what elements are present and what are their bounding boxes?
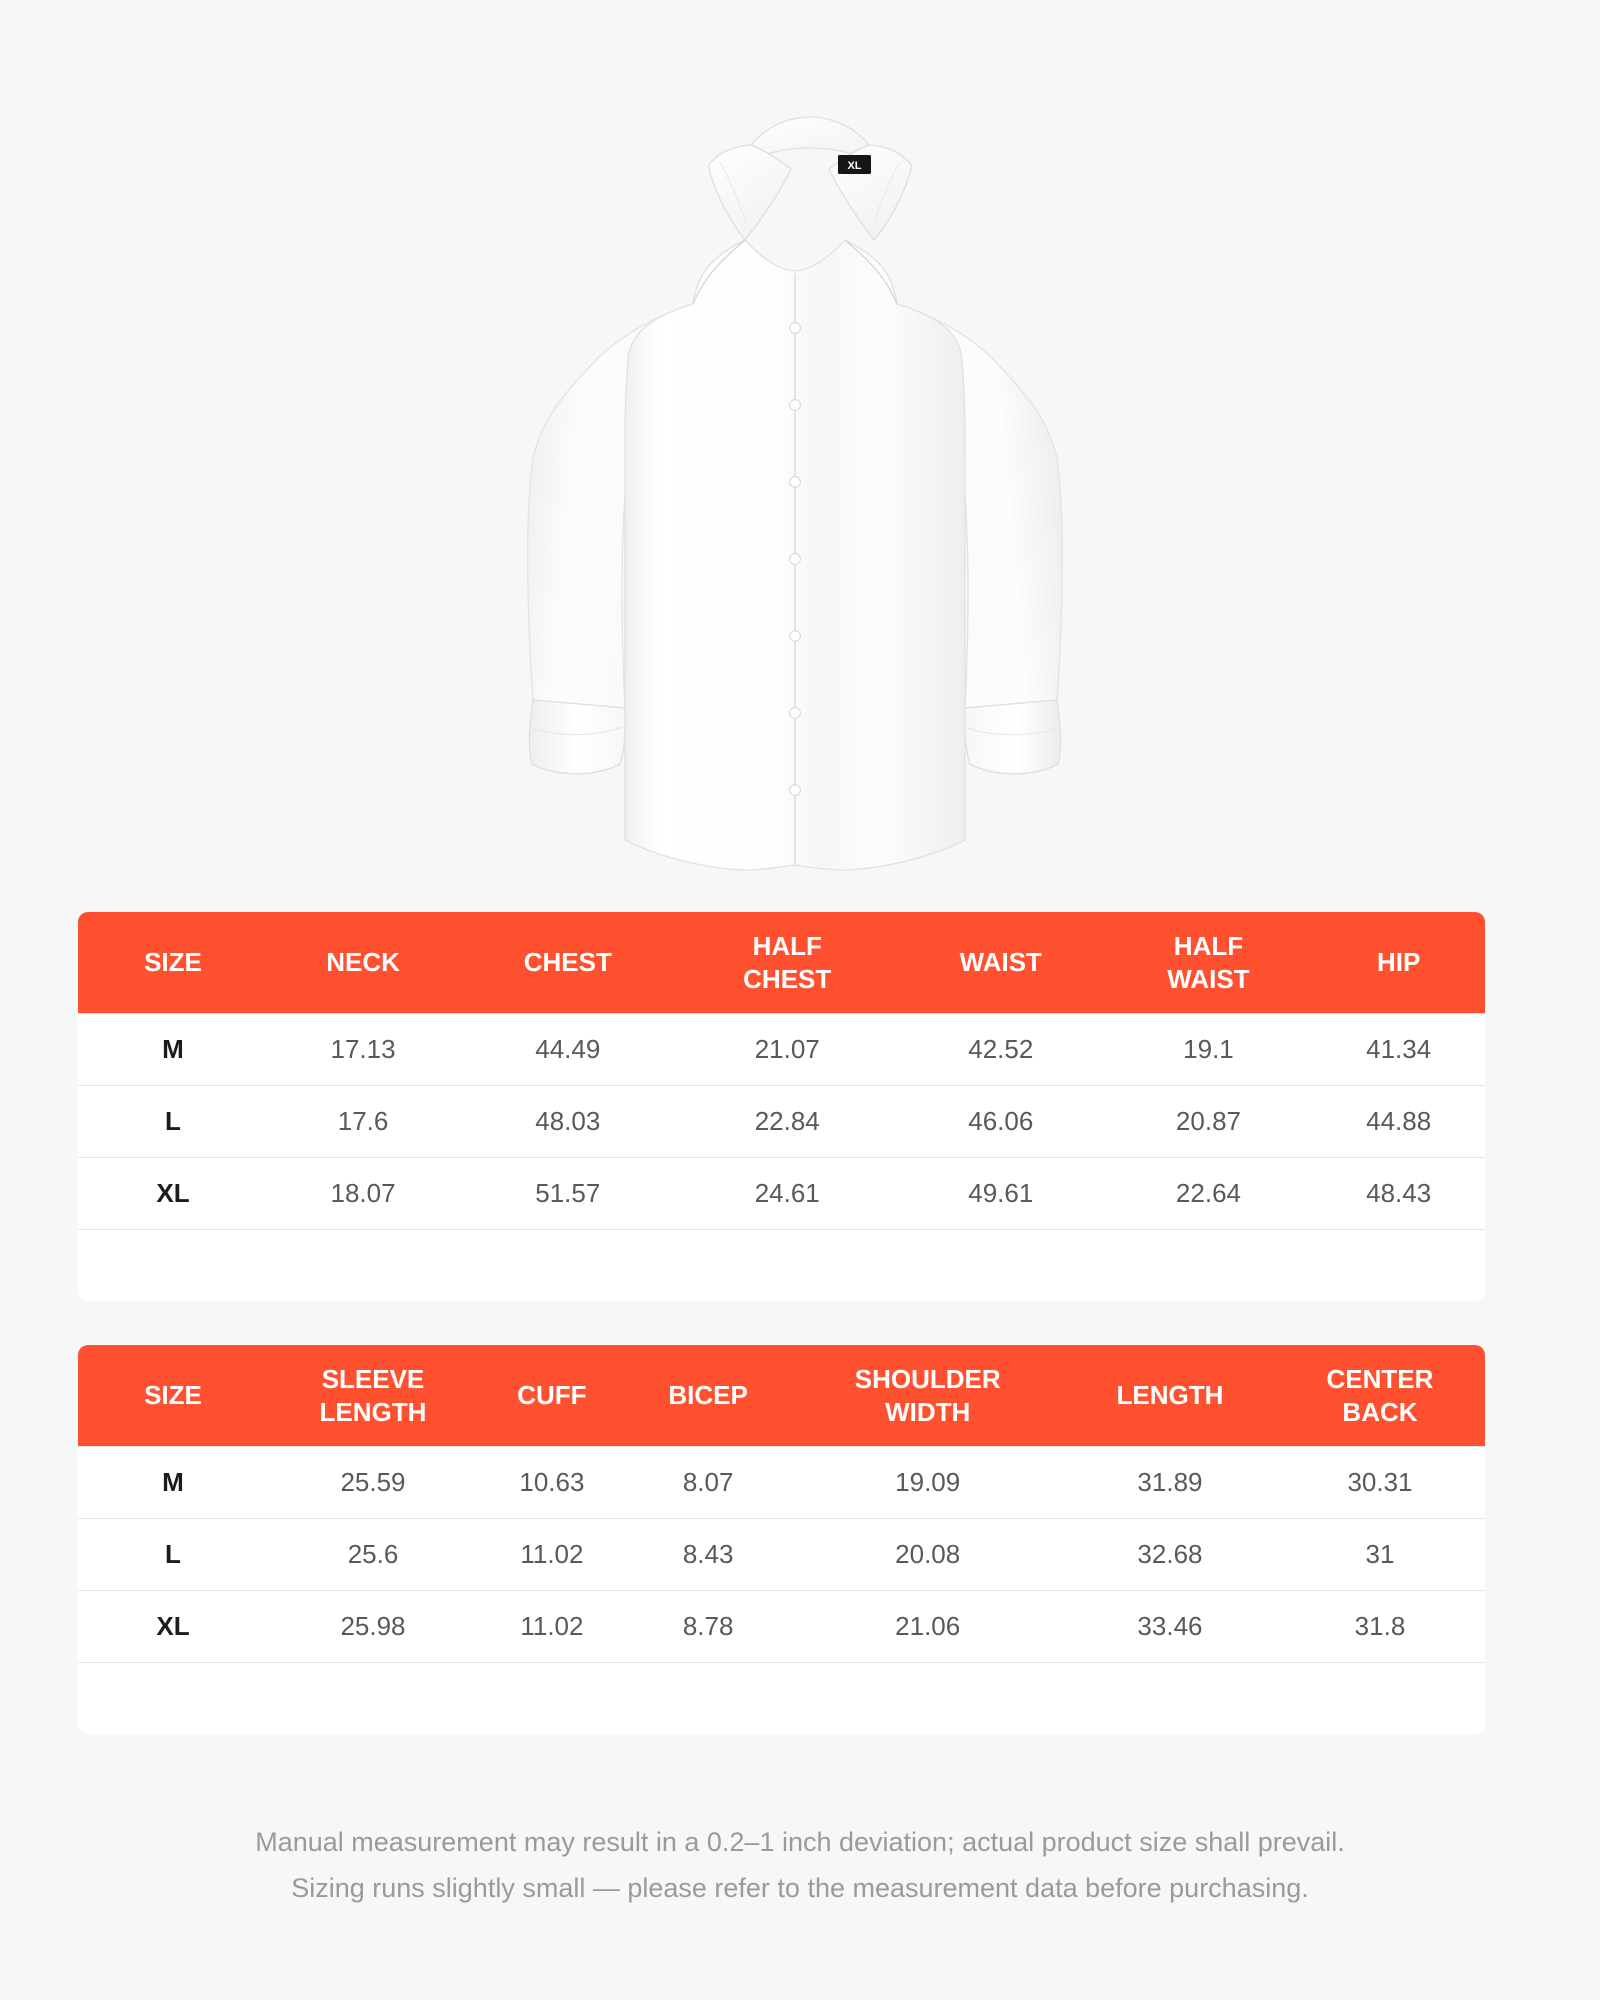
svg-text:XL: XL: [847, 160, 861, 172]
